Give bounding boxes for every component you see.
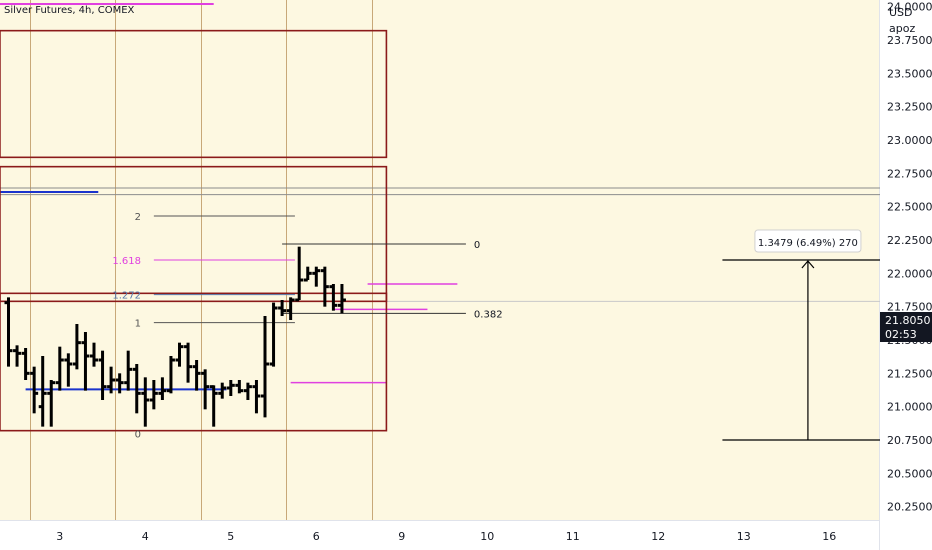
ohlc-bar — [81, 332, 90, 391]
ohlc-bar — [107, 366, 116, 394]
last-price: 21.8050 — [885, 314, 931, 327]
bar-countdown: 02:53 — [885, 328, 917, 341]
price-bars — [4, 246, 346, 427]
fib-level-label: 2 — [135, 212, 141, 223]
price-tick-label: 22.5000 — [887, 201, 932, 214]
currency-label[interactable]: USD — [889, 6, 913, 19]
ohlc-bar — [64, 353, 73, 387]
price-tick-label: 23.5000 — [887, 67, 932, 80]
last-price-badge — [880, 312, 932, 342]
ohlc-bar — [192, 360, 201, 391]
fib-level-label: 1 — [135, 319, 141, 330]
price-tick-label: 23.7500 — [887, 34, 932, 47]
ohlc-bar — [38, 356, 47, 427]
price-tick-label: 24.0000 — [887, 1, 932, 14]
price-tick-label: 21.0000 — [887, 401, 932, 414]
retracement-label: 0.382 — [474, 309, 503, 320]
ohlc-bar — [209, 385, 218, 427]
ohlc-bar — [98, 350, 107, 400]
ohlc-bar — [4, 297, 13, 367]
ohlc-bar — [158, 377, 167, 400]
fib-level-label: 1.618 — [112, 256, 141, 267]
time-tick-label: 3 — [56, 530, 63, 543]
rectangle-drawing — [0, 292, 388, 303]
price-axis-background[interactable] — [880, 0, 932, 550]
fib-level-label: 0 — [135, 429, 141, 440]
ohlc-bar — [166, 356, 175, 394]
ohlc-bar — [90, 342, 98, 367]
ohlc-bar — [252, 380, 261, 414]
ohlc-bar — [226, 380, 235, 396]
time-axis-background[interactable] — [0, 520, 880, 550]
price-axis-ticks: 24.0000 23.7500 23.5000 23.2500 23.0000 22.75… — [887, 1, 932, 514]
price-tick-label: 22.0000 — [887, 267, 932, 280]
ohlc-bar — [218, 382, 227, 399]
ohlc-bar — [261, 316, 269, 418]
rectangle-drawing — [0, 29, 388, 159]
time-tick-label: 11 — [566, 530, 580, 543]
ohlc-bar — [278, 300, 287, 316]
time-tick-label: 4 — [142, 530, 149, 543]
ohlc-bar — [115, 373, 124, 394]
price-tick-label: 20.2500 — [887, 501, 932, 514]
chart-title: Silver Futures, 4h, COMEX — [4, 5, 135, 16]
ohlc-bar — [141, 377, 150, 427]
ohlc-bar — [235, 380, 244, 394]
ohlc-bar — [337, 284, 346, 314]
time-tick-label: 6 — [313, 530, 320, 543]
ohlc-bar — [149, 380, 158, 410]
ohlc-bar — [184, 342, 193, 383]
time-axis-ticks: 3 4 5 6 9 10 11 12 13 16 — [56, 530, 836, 543]
price-tick-label: 22.7500 — [887, 167, 932, 180]
price-tick-label: 23.2500 — [887, 101, 932, 114]
price-tick-label: 21.2500 — [887, 367, 932, 380]
ohlc-bar — [72, 324, 81, 370]
ohlc-bar — [175, 342, 184, 367]
ohlc-bar — [30, 366, 39, 414]
ohlc-bar — [303, 266, 312, 282]
measure-label-box — [754, 229, 862, 253]
price-tick-label: 20.5000 — [887, 467, 932, 480]
ohlc-bar — [201, 369, 210, 410]
ohlc-bar — [55, 346, 64, 391]
ohlc-bar — [295, 246, 304, 302]
ohlc-bar — [132, 364, 141, 414]
retracement-label: 0 — [474, 240, 480, 251]
price-tick-label: 21.7500 — [887, 301, 932, 314]
time-tick-label: 13 — [737, 530, 751, 543]
price-tick-label: 22.2500 — [887, 234, 932, 247]
fib-level-label: 1.272 — [112, 291, 141, 302]
time-tick-label: 12 — [651, 530, 665, 543]
measure-arrow-head — [801, 260, 815, 269]
price-range-measure: 1.3479 (6.49%) 270 — [722, 229, 880, 441]
ohlc-bar — [329, 284, 338, 311]
fib-retracement: 0 0.382 — [282, 240, 503, 320]
ohlc-bar — [286, 297, 295, 320]
price-tick-label: 20.7500 — [887, 434, 932, 447]
unit-label[interactable]: apoz — [889, 22, 915, 35]
ohlc-bar — [124, 350, 133, 391]
ohlc-bar — [269, 302, 278, 367]
price-tick-label: 23.0000 — [887, 134, 932, 147]
ohlc-bar — [243, 382, 252, 400]
time-tick-label: 16 — [822, 530, 836, 543]
ohlc-bar — [320, 266, 329, 307]
measure-label: 1.3479 (6.49%) 270 — [758, 238, 858, 249]
ohlc-bar — [21, 348, 30, 380]
time-tick-label: 5 — [227, 530, 234, 543]
ohlc-bar — [312, 266, 321, 287]
time-tick-label: 10 — [480, 530, 494, 543]
time-tick-label: 9 — [398, 530, 405, 543]
ohlc-bar — [13, 345, 22, 367]
fib-extension: 2 1.618 1.272 1 0 — [112, 212, 295, 440]
rectangle-drawings — [0, 29, 388, 432]
ohlc-bar — [47, 380, 56, 427]
